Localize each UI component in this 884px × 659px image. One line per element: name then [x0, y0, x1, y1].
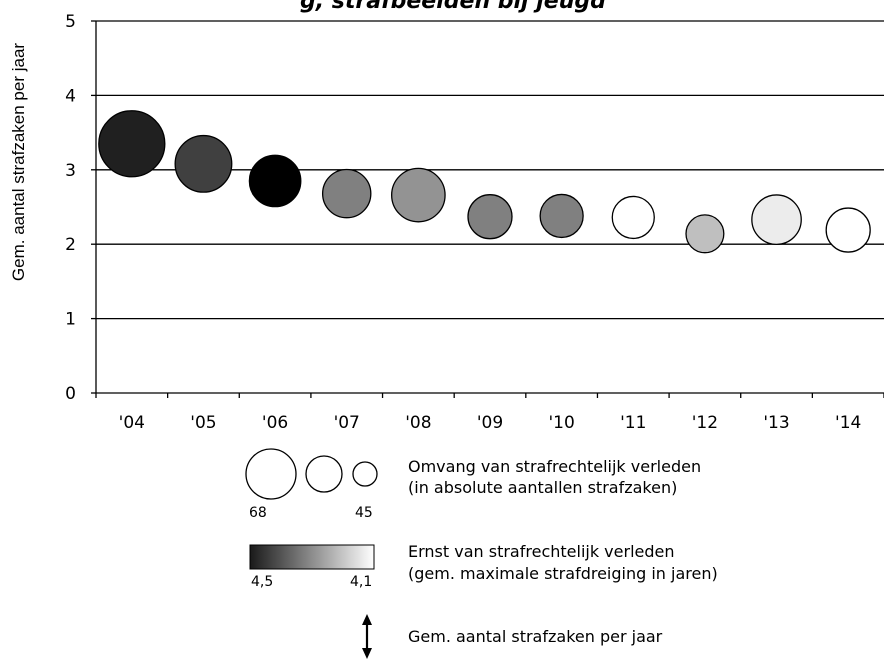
x-tick-label: '12	[692, 413, 718, 433]
arrow-legend: Gem. aantal strafzaken per jaar	[362, 614, 663, 659]
size-legend-max-label: 68	[249, 505, 267, 521]
y-tick-label: 4	[65, 86, 76, 106]
bubble-09	[467, 194, 513, 240]
bubble-04	[98, 110, 166, 178]
x-tick-label: '07	[334, 413, 360, 433]
x-tick-label: '09	[477, 413, 503, 433]
size-legend-mid-circle	[305, 455, 343, 493]
chart-title-fragment: g, strafbeelden bij jeugd	[300, 0, 606, 14]
x-tick-labels: '04 '05 '06 '07 '08 '09 '10 '11 '12 '13 '14	[119, 413, 862, 433]
bubble-07	[321, 168, 372, 219]
x-tick-label: '11	[620, 413, 646, 433]
bubble-06	[248, 154, 302, 208]
y-tick-label: 0	[65, 384, 76, 404]
y-tick-label: 2	[65, 235, 76, 255]
y-tick-label: 5	[65, 12, 76, 32]
y-tick-label: 1	[65, 310, 76, 330]
bubble-10	[539, 193, 584, 239]
y-tick-label: 3	[65, 161, 76, 181]
y-axis-label: Gem. aantal strafzaken per jaar	[9, 43, 28, 281]
axes	[91, 20, 884, 398]
bubble-05	[174, 134, 233, 193]
size-legend-large-circle	[245, 448, 297, 500]
arrow-legend-label: Gem. aantal strafzaken per jaar	[408, 627, 663, 646]
color-legend-max-label: 4,5	[251, 574, 273, 590]
bubble-12	[685, 214, 725, 254]
bubble-08	[391, 167, 446, 223]
size-legend-title-line2: (in absolute aantallen strafzaken)	[408, 478, 677, 497]
color-legend: 4,5 4,1 Ernst van strafrechtelijk verled…	[249, 542, 718, 590]
size-legend: 68 45 Omvang van strafrechtelijk verlede…	[245, 448, 701, 521]
color-legend-title-line2: (gem. maximale strafdreiging in jaren)	[408, 564, 718, 583]
size-legend-title-line1: Omvang van strafrechtelijk verleden	[408, 457, 701, 476]
double-arrow-icon	[362, 614, 372, 659]
color-legend-min-label: 4,1	[350, 574, 372, 590]
bubble-11	[611, 195, 655, 240]
x-tick-label: '08	[405, 413, 431, 433]
size-legend-small-circle	[352, 461, 378, 487]
bubble-13	[751, 194, 802, 245]
y-tick-labels: 0 1 2 3 4 5	[65, 12, 76, 404]
color-legend-title-line1: Ernst van strafrechtelijk verleden	[408, 542, 675, 561]
x-tick-label: '10	[548, 413, 574, 433]
size-legend-min-label: 45	[355, 505, 373, 521]
x-tick-label: '06	[262, 413, 288, 433]
x-tick-label: '13	[763, 413, 789, 433]
x-tick-label: '04	[119, 413, 145, 433]
bubbles	[98, 110, 871, 254]
x-tick-label: '14	[835, 413, 861, 433]
bubble-14	[825, 207, 871, 253]
color-legend-gradient-bar	[249, 544, 375, 570]
x-tick-label: '05	[190, 413, 216, 433]
